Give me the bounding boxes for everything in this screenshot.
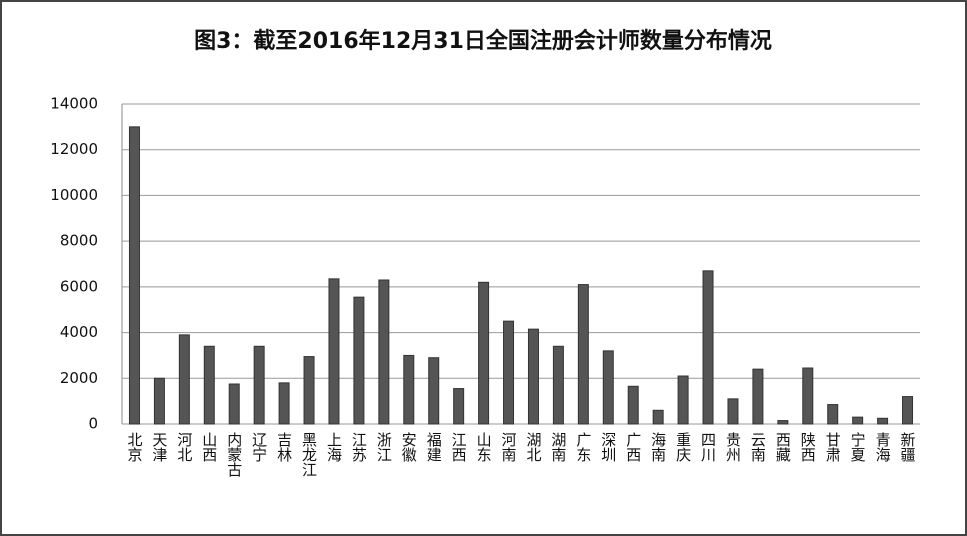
- x-tick-label: 陕西: [799, 432, 817, 462]
- x-tick-label: 北京: [125, 432, 143, 463]
- bar: [253, 345, 265, 425]
- bar: [577, 284, 589, 425]
- chart-title: 图3：截至2016年12月31日全国注册会计师数量分布情况: [194, 28, 772, 54]
- y-tick-label: 12000: [50, 140, 98, 158]
- x-tick-label: 江苏: [350, 432, 368, 463]
- bar: [328, 278, 340, 425]
- x-tick-label: 江西: [450, 432, 468, 462]
- bar: [128, 126, 140, 425]
- bar: [403, 354, 415, 425]
- bar: [153, 377, 165, 425]
- y-tick-label: 14000: [50, 95, 98, 113]
- x-tick-label: 福建: [425, 432, 443, 462]
- bar: [777, 420, 789, 425]
- x-tick-label: 浙江: [375, 432, 393, 462]
- bar: [503, 320, 515, 425]
- x-tick-label: 海南: [649, 432, 667, 462]
- bar: [602, 350, 614, 425]
- x-tick-label: 云南: [749, 432, 767, 462]
- y-tick-label: 6000: [60, 277, 98, 295]
- bar: [902, 396, 914, 425]
- x-tick-label: 湖北: [524, 432, 542, 462]
- x-tick-label: 广西: [624, 432, 642, 462]
- bar: [677, 375, 689, 425]
- bar: [278, 382, 290, 425]
- bar: [527, 328, 539, 425]
- bar: [203, 345, 215, 425]
- x-tick-label: 河北: [175, 432, 193, 462]
- bar: [378, 279, 390, 425]
- bar: [428, 357, 440, 425]
- x-tick-label: 山东: [475, 432, 493, 462]
- x-tick-label: 新疆: [899, 432, 917, 462]
- x-tick-label: 贵州: [724, 432, 742, 462]
- x-tick-label: 青海: [874, 432, 892, 462]
- x-tick-label: 西藏: [774, 432, 792, 463]
- y-tick-label: 10000: [50, 186, 98, 204]
- x-tick-label: 河南: [500, 432, 518, 462]
- x-tick-label: 内蒙古: [225, 432, 243, 477]
- bar: [627, 385, 639, 425]
- y-tick-label: 4000: [60, 323, 98, 341]
- bar: [752, 368, 764, 425]
- bar: [453, 388, 465, 425]
- y-tick-label: 0: [88, 415, 98, 433]
- bar: [727, 398, 739, 425]
- bar: [478, 281, 490, 425]
- bar: [877, 417, 889, 425]
- x-tick-label: 辽宁: [250, 432, 268, 462]
- bar: [702, 270, 714, 425]
- x-tick-label: 甘肃: [824, 432, 842, 462]
- x-tick-label: 安徽: [400, 432, 418, 462]
- bar: [802, 367, 814, 425]
- bar: [652, 409, 664, 425]
- x-tick-label: 山西: [200, 432, 218, 462]
- y-tick-label: 8000: [60, 232, 98, 250]
- x-tick-label: 四川: [699, 432, 717, 462]
- x-tick-label: 上海: [325, 432, 343, 462]
- bar: [303, 356, 315, 425]
- y-tick-label: 2000: [60, 369, 98, 387]
- x-tick-label: 天津: [150, 432, 168, 462]
- bar: [827, 404, 839, 425]
- x-tick-label: 广东: [574, 432, 592, 462]
- bar: [852, 416, 864, 425]
- x-tick-label: 深圳: [599, 432, 617, 462]
- x-tick-label: 黑龙江: [300, 432, 318, 477]
- bar: [228, 383, 240, 425]
- bar: [178, 334, 190, 425]
- x-tick-label: 湖南: [549, 432, 567, 462]
- x-tick-label: 重庆: [674, 432, 692, 462]
- bar: [353, 296, 365, 425]
- x-tick-label: 吉林: [275, 432, 293, 462]
- bar: [552, 345, 564, 425]
- x-tick-label: 宁夏: [849, 432, 867, 462]
